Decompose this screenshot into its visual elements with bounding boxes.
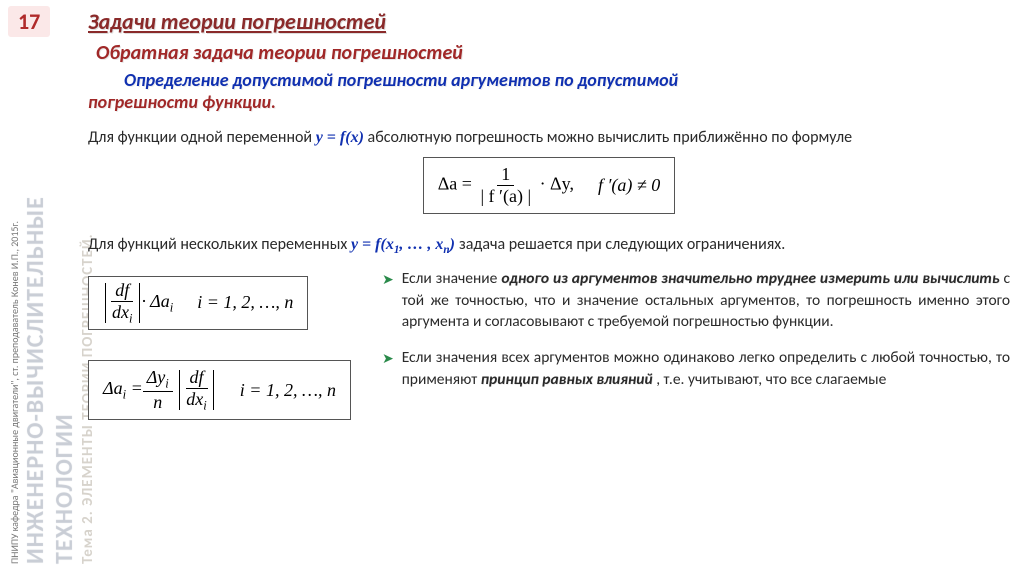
para2-b: задача решается при следующих ограничени… (459, 235, 785, 254)
para2: Для функций нескольких переменных y = f(… (88, 234, 1010, 258)
bullet-1: ➤ Если значение одного из аргументов зна… (382, 268, 1010, 333)
f1-mid: · Δy, (540, 173, 574, 193)
f1-num: 1 (497, 164, 514, 186)
b1-pre: Если значение (402, 269, 502, 288)
f1-cond: f ′(a) ≠ 0 (598, 175, 660, 196)
bullet-2: ➤ Если значения всех аргументов можно од… (382, 347, 1010, 390)
definition-tail: погрешности функции. (88, 91, 276, 113)
page-number: 17 (8, 6, 50, 37)
fn2: y = f(x1, … , xn) (351, 236, 459, 253)
formula2: df dxi · Δai i = 1, 2, …, n (88, 276, 308, 330)
b1-bold: одного из аргументов значительно труднее… (501, 269, 999, 288)
page-title: Задачи теории погрешностей (88, 8, 1010, 35)
slide-content: Задачи теории погрешностей Обратная зада… (88, 8, 1010, 566)
sidebar-line1: ИНЖЕНЕРНО-ВЫЧИСЛИТЕЛЬНЫЕ ТЕХНОЛОГИИ (21, 50, 79, 564)
chevron-icon: ➤ (382, 349, 394, 390)
formula3: Δai = Δyi n df dxi i = (88, 360, 351, 421)
para1-b: абсолютную погрешность можно вычислить п… (368, 128, 853, 147)
formula1-wrap: Δa = 1 | f ′(a) | · Δy, f ′(a) ≠ 0 (88, 149, 1010, 222)
subtitle: Обратная задача теории погрешностей (96, 41, 1010, 65)
f1-den: | f ′(a) | (476, 186, 535, 207)
chevron-icon: ➤ (382, 270, 394, 333)
f2-range: i = 1, 2, …, n (197, 292, 293, 313)
para1-a: Для функции одной переменной (88, 128, 316, 147)
f3-range: i = 1, 2, …, n (240, 380, 336, 401)
definition: Определение допустимой погрешности аргум… (88, 69, 1010, 113)
para2-a: Для функций нескольких переменных (88, 235, 351, 254)
definition-lead: Определение допустимой погрешности аргум… (124, 69, 678, 91)
sidebar: ПНИПУ кафедра "Авиационные двигатели", с… (8, 50, 80, 564)
fn1: y = f(x) (316, 129, 364, 146)
para1: Для функции одной переменной y = f(x) аб… (88, 127, 1010, 149)
b2-post: , т.е. учитывают, что все слагаемые (656, 370, 886, 389)
formula1: Δa = 1 | f ′(a) | · Δy, f ′(a) ≠ 0 (423, 157, 676, 214)
left-formulas: df dxi · Δai i = 1, 2, …, n Δai = Δyi (88, 268, 358, 429)
bullets: ➤ Если значение одного из аргументов зна… (382, 268, 1010, 429)
b2-bold: принцип равных влияний (481, 370, 653, 389)
two-col: df dxi · Δai i = 1, 2, …, n Δai = Δyi (88, 268, 1010, 429)
f1-lhs: Δa = (438, 173, 472, 193)
sidebar-dept: ПНИПУ кафедра "Авиационные двигатели", с… (8, 50, 21, 564)
